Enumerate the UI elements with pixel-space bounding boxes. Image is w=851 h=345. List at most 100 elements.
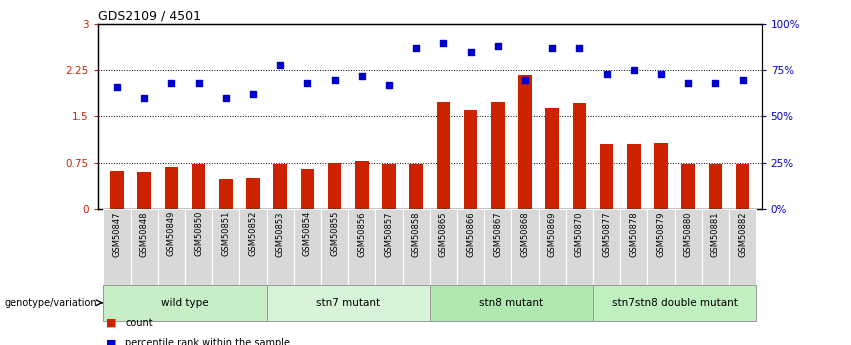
Text: GSM50852: GSM50852 [248, 211, 258, 256]
Text: GSM50851: GSM50851 [221, 211, 231, 256]
Text: GSM50853: GSM50853 [276, 211, 284, 256]
Text: stn7 mutant: stn7 mutant [316, 298, 380, 308]
Bar [736, 164, 750, 209]
Text: GSM50847: GSM50847 [112, 211, 122, 256]
Point [518, 77, 532, 82]
Bar [627, 144, 641, 209]
Point [573, 46, 586, 51]
Text: GSM50856: GSM50856 [357, 211, 366, 256]
Bar [328, 162, 341, 209]
Bar [403, 209, 430, 285]
Bar [511, 209, 539, 285]
Text: GSM50866: GSM50866 [466, 211, 475, 257]
Text: ■: ■ [106, 318, 117, 327]
Bar [130, 209, 157, 285]
Bar [709, 164, 722, 209]
Text: genotype/variation: genotype/variation [4, 298, 97, 308]
Point [709, 80, 722, 86]
Bar [430, 209, 457, 285]
Text: GSM50867: GSM50867 [494, 211, 502, 257]
Bar [648, 209, 675, 285]
Point [246, 91, 260, 97]
Bar [321, 209, 348, 285]
Point [464, 49, 477, 55]
Point [219, 95, 232, 101]
Text: GSM50854: GSM50854 [303, 211, 311, 256]
Point [682, 80, 695, 86]
Point [654, 71, 668, 77]
Point [191, 80, 205, 86]
Bar [219, 179, 232, 209]
Bar [239, 209, 266, 285]
Text: GSM50857: GSM50857 [385, 211, 393, 256]
Bar [593, 209, 620, 285]
Bar [457, 209, 484, 285]
Text: GSM50870: GSM50870 [575, 211, 584, 256]
Bar [484, 209, 511, 285]
Point [382, 82, 396, 88]
Bar [545, 108, 559, 209]
Bar [355, 161, 368, 209]
Bar [518, 75, 532, 209]
Bar [729, 209, 757, 285]
Bar [409, 164, 423, 209]
Text: wild type: wild type [161, 298, 208, 308]
Bar [348, 209, 375, 285]
Text: stn8 mutant: stn8 mutant [479, 298, 544, 308]
Text: GSM50858: GSM50858 [412, 211, 420, 256]
Bar [294, 209, 321, 285]
Bar [539, 209, 566, 285]
Text: GSM50855: GSM50855 [330, 211, 339, 256]
Bar [382, 164, 396, 209]
Bar [491, 102, 505, 209]
Text: GSM50848: GSM50848 [140, 211, 149, 256]
Bar [266, 209, 294, 285]
Bar [654, 143, 668, 209]
Text: GSM50878: GSM50878 [629, 211, 638, 257]
Bar [212, 209, 239, 285]
Point [600, 71, 614, 77]
Bar [266, 285, 430, 321]
Bar [300, 169, 314, 209]
Text: GSM50849: GSM50849 [167, 211, 176, 256]
Text: stn7stn8 double mutant: stn7stn8 double mutant [612, 298, 738, 308]
Bar [464, 110, 477, 209]
Bar [137, 172, 151, 209]
Text: count: count [125, 318, 152, 327]
Point [328, 77, 341, 82]
Point [627, 68, 641, 73]
Bar [103, 209, 130, 285]
Bar [573, 103, 586, 209]
Bar [273, 165, 287, 209]
Bar [246, 178, 260, 209]
Point [110, 84, 123, 90]
Text: GSM50879: GSM50879 [656, 211, 665, 256]
Bar [675, 209, 702, 285]
Text: GSM50865: GSM50865 [439, 211, 448, 256]
Point [491, 43, 505, 49]
Bar [600, 144, 614, 209]
Text: GSM50868: GSM50868 [521, 211, 529, 257]
Bar [593, 285, 757, 321]
Text: GSM50882: GSM50882 [738, 211, 747, 256]
Bar [157, 209, 185, 285]
Bar [164, 167, 178, 209]
Bar [375, 209, 403, 285]
Text: ■: ■ [106, 338, 117, 345]
Point [409, 46, 423, 51]
Bar [620, 209, 648, 285]
Bar [185, 209, 212, 285]
Bar [430, 285, 593, 321]
Point [437, 40, 450, 45]
Bar [682, 165, 695, 209]
Point [545, 46, 559, 51]
Bar [103, 285, 266, 321]
Point [164, 80, 178, 86]
Text: GSM50877: GSM50877 [602, 211, 611, 257]
Point [355, 73, 368, 79]
Point [736, 77, 750, 82]
Bar [566, 209, 593, 285]
Bar [437, 102, 450, 209]
Text: GDS2109 / 4501: GDS2109 / 4501 [98, 10, 201, 23]
Text: GSM50880: GSM50880 [683, 211, 693, 256]
